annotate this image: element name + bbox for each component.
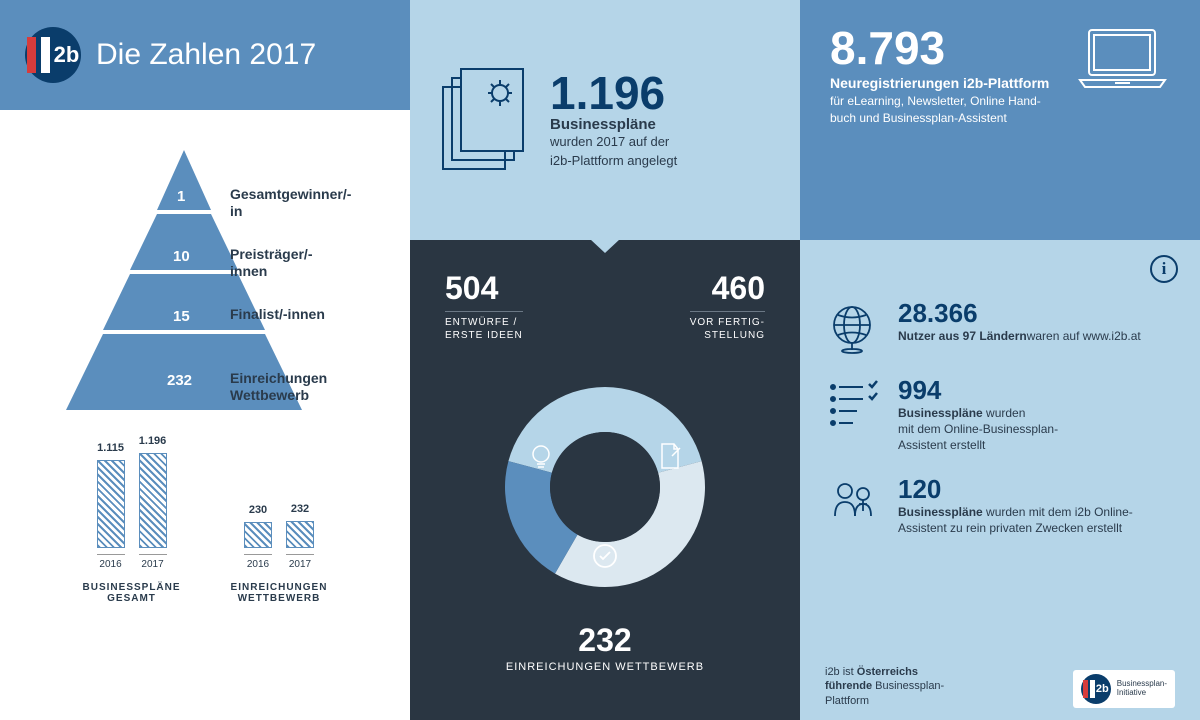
donut-stat-right: 460 VOR FERTIG- STELLUNG [690,270,765,342]
bars-einreichungen: 23020162322017 EINREICHUNGEN WETTBEWERB [231,470,328,604]
donut-stat-bottom: 232 EINREICHUNGEN WETTBEWERB [506,622,704,673]
donut-panel: 504 ENTWÜRFE / ERSTE IDEEN 460 VOR FERTI… [410,240,800,720]
donut-chart [490,372,720,602]
stat-row: 994Businesspläne wurdenmit dem Online-Bu… [825,377,1175,454]
check-icon [592,543,618,574]
left-panel: 1Gesamtgewinner/-in10Preisträger/-innen1… [0,110,410,720]
globe-icon [825,300,880,355]
people-icon [825,476,880,531]
stat-number: 1.196 [550,70,677,116]
checklist-icon [825,377,880,432]
page-title: Die Zahlen 2017 [96,38,316,72]
stat-row: 28.366Nutzer aus 97 Ländernwaren auf www… [825,300,1175,355]
pyramid-chart: 1Gesamtgewinner/-in10Preisträger/-innen1… [65,150,345,430]
bulb-icon [528,442,554,477]
footer: i2b ist Österreichsführende Businessplan… [825,665,1175,708]
laptop-icon [1075,25,1170,215]
bar-charts: 1.11520161.1962017 BUSINESSPLÄNE GESAMT … [25,470,385,604]
document-icon [658,442,682,475]
right-stats-panel: i 28.366Nutzer aus 97 Ländernwaren auf w… [800,240,1200,720]
stat-row: 120Businesspläne wurden mit dem i2b Onli… [825,476,1175,536]
i2b-logo: 2b [25,27,81,83]
info-icon: i [1150,255,1178,283]
donut-stat-left: 504 ENTWÜRFE / ERSTE IDEEN [445,270,523,342]
stat-businessplaene: 1.196 Businesspläne wurden 2017 auf der … [410,0,800,240]
header-bar: 2b Die Zahlen 2017 [0,0,410,110]
bars-businessplaene: 1.11520161.1962017 BUSINESSPLÄNE GESAMT [83,470,181,604]
stat-registrations: 8.793 Neuregistrierungen i2b-Plattform f… [800,0,1200,240]
documents-icon [440,65,530,175]
footer-logo: 2b Businessplan- Initiative [1073,670,1175,708]
